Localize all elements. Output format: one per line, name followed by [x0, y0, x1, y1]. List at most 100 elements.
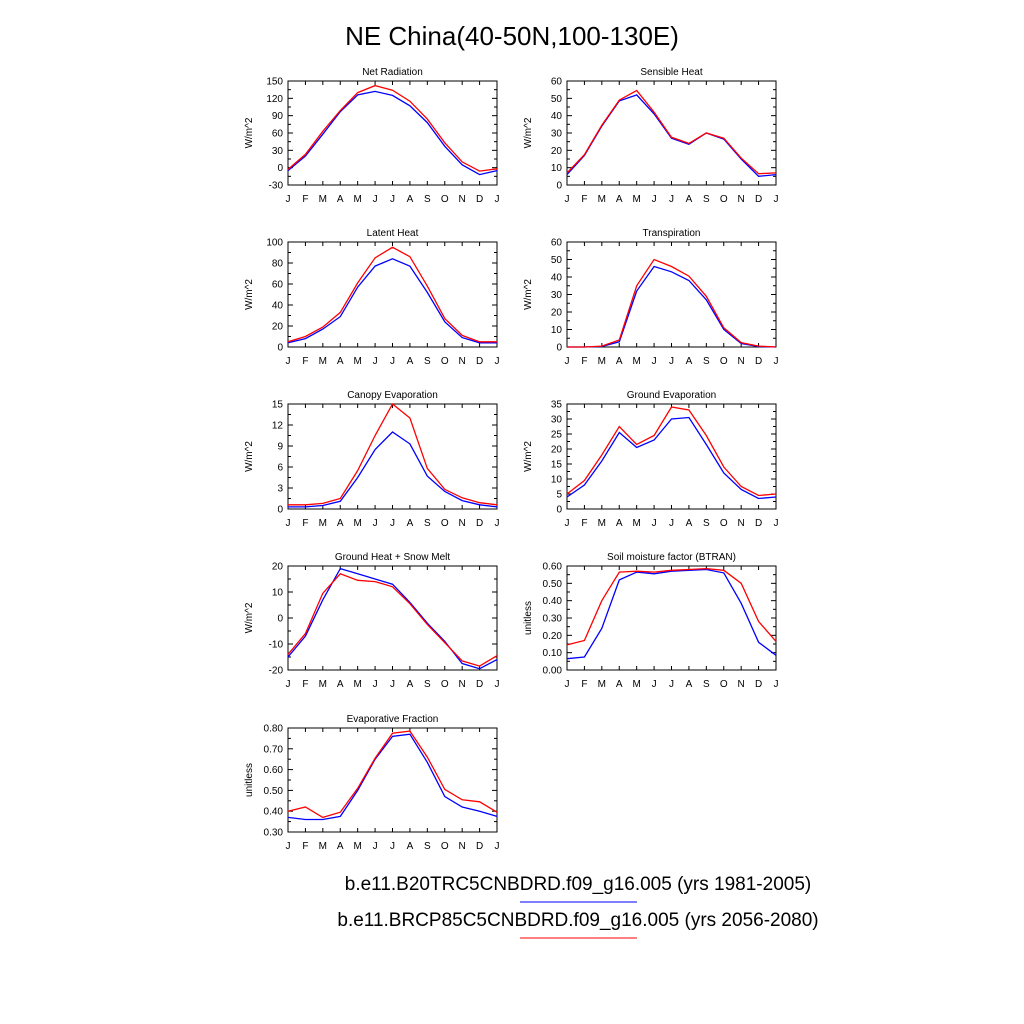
x-tick-label: J [774, 679, 779, 690]
x-tick-label: M [598, 194, 606, 205]
y-tick-label: 0 [556, 181, 562, 192]
x-tick-label: M [319, 679, 327, 690]
y-axis-label: W/m^2 [244, 117, 255, 148]
y-tick-label: 0.40 [543, 596, 563, 607]
x-tick-label: J [774, 356, 779, 367]
x-tick-label: D [755, 518, 762, 529]
y-tick-label: 30 [551, 290, 563, 301]
x-tick-label: D [476, 356, 483, 367]
x-tick-label: M [319, 194, 327, 205]
x-tick-label: J [373, 679, 378, 690]
panel-title: Evaporative Fraction [347, 714, 439, 725]
x-tick-label: A [337, 194, 344, 205]
series-line-1 [288, 431, 498, 508]
y-tick-label: 0 [277, 505, 283, 516]
series-line-1 [287, 258, 497, 344]
x-tick-label: J [286, 194, 291, 205]
panel-title: Transpiration [643, 228, 701, 239]
y-tick-label: 0.30 [543, 614, 563, 625]
y-tick-label: 50 [551, 255, 563, 266]
y-tick-label: 60 [272, 280, 284, 291]
x-tick-label: M [353, 356, 361, 367]
x-tick-label: S [424, 518, 431, 529]
x-tick-label: M [353, 194, 361, 205]
series-line-2 [287, 84, 498, 172]
y-tick-label: 6 [277, 463, 283, 474]
x-tick-label: A [337, 518, 344, 529]
x-tick-label: N [459, 194, 466, 205]
x-tick-label: A [407, 356, 414, 367]
y-axis-label: W/m^2 [523, 117, 534, 148]
x-tick-label: S [703, 518, 710, 529]
x-tick-label: D [476, 194, 483, 205]
y-tick-label: 120 [266, 94, 283, 105]
y-tick-label: 20 [551, 308, 563, 319]
y-tick-label: 30 [551, 129, 563, 140]
x-tick-label: J [495, 679, 500, 690]
x-tick-label: D [476, 518, 483, 529]
x-tick-label: N [738, 518, 745, 529]
x-tick-label: J [565, 356, 570, 367]
y-axis-label: W/m^2 [523, 279, 534, 310]
x-tick-label: F [581, 679, 587, 690]
x-tick-label: S [424, 356, 431, 367]
y-tick-label: 30 [551, 415, 563, 426]
x-tick-label: M [353, 518, 361, 529]
y-tick-label: 5 [556, 490, 562, 501]
x-tick-label: D [755, 194, 762, 205]
x-tick-label: D [476, 679, 483, 690]
y-tick-label: 60 [272, 129, 284, 140]
y-tick-label: 10 [551, 475, 563, 486]
y-tick-label: 150 [266, 77, 283, 88]
x-tick-label: O [441, 518, 449, 529]
x-tick-label: S [703, 356, 710, 367]
panel-title: Latent Heat [367, 228, 419, 239]
x-tick-label: M [598, 356, 606, 367]
x-tick-label: F [302, 841, 308, 852]
x-tick-label: J [495, 841, 500, 852]
x-tick-label: O [441, 194, 449, 205]
y-tick-label: 0.20 [543, 631, 563, 642]
x-tick-label: A [407, 679, 414, 690]
y-axis-label: W/m^2 [244, 279, 255, 310]
x-tick-label: J [495, 194, 500, 205]
y-tick-label: -20 [269, 666, 284, 677]
y-tick-label: -30 [269, 181, 284, 192]
y-tick-label: 9 [277, 442, 283, 453]
series-line-1 [566, 416, 777, 500]
x-tick-label: A [337, 356, 344, 367]
y-tick-label: 0.60 [264, 765, 284, 776]
x-tick-label: J [565, 679, 570, 690]
x-tick-label: J [774, 194, 779, 205]
x-tick-label: J [286, 841, 291, 852]
y-tick-label: 0.70 [264, 744, 284, 755]
x-tick-label: O [441, 679, 449, 690]
x-tick-label: A [337, 841, 344, 852]
panel-title: Sensible Heat [640, 67, 702, 78]
x-tick-label: A [616, 194, 623, 205]
panel-8: Soil moisture factor (BTRAN)J F M A M J J A S O N D… [523, 552, 779, 690]
x-tick-label: F [581, 518, 587, 529]
x-tick-label: M [353, 679, 361, 690]
series-line-2 [567, 258, 777, 348]
x-tick-label: J [286, 356, 291, 367]
y-tick-label: 40 [551, 111, 563, 122]
y-axis-label: unitless [523, 601, 534, 635]
x-tick-label: J [390, 679, 395, 690]
x-tick-label: F [302, 679, 308, 690]
x-tick-label: D [476, 841, 483, 852]
x-tick-label: S [424, 841, 431, 852]
y-tick-label: 0.50 [264, 786, 284, 797]
x-tick-label: N [459, 356, 466, 367]
x-tick-label: N [459, 518, 466, 529]
legend: b.e11.B20TRC5CNBDRD.f09_g16.005 (yrs 198… [337, 874, 819, 939]
x-tick-label: A [686, 194, 693, 205]
y-tick-label: 15 [551, 460, 563, 471]
series-line-1 [566, 568, 777, 660]
y-tick-label: 0.50 [543, 579, 563, 590]
x-tick-label: M [632, 518, 640, 529]
